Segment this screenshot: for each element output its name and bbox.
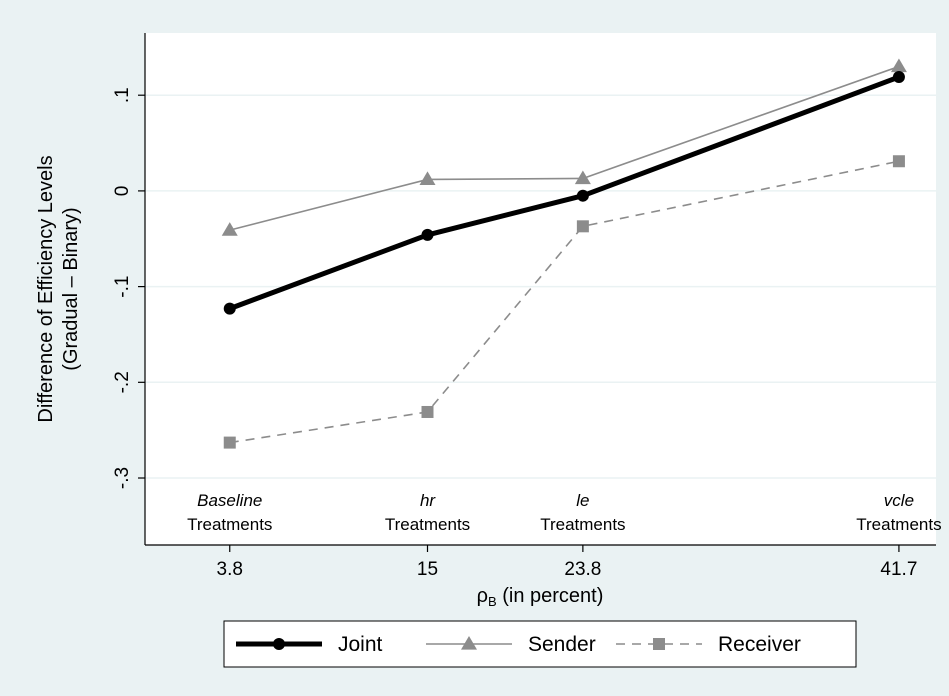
legend-label-receiver: Receiver	[718, 633, 801, 656]
annotation-treatments-label: Treatments	[385, 515, 470, 534]
annotation-treatment-name: vcle	[884, 491, 914, 510]
x-tick-label: 15	[417, 559, 438, 580]
annotation-treatment-name: Baseline	[197, 491, 262, 510]
point-receiver	[223, 436, 236, 449]
series-lines	[221, 58, 907, 449]
x-tick-label: 23.8	[564, 559, 601, 580]
series-line-sender	[229, 65, 900, 231]
legend-marker-joint	[273, 638, 285, 650]
legend-label-joint: Joint	[338, 633, 383, 656]
axes: -.3 -.2 -.1 0 .1 3.8 15 23.8 41.7	[112, 33, 936, 580]
annotation-treatments-label: Treatments	[856, 515, 941, 534]
y-tick-label: .1	[112, 87, 133, 103]
series-line-joint	[228, 74, 900, 311]
x-tick-label: 3.8	[217, 559, 243, 580]
x-tick-label: 41.7	[880, 559, 917, 580]
y-axis-title-line2: (Gradual – Binary)	[60, 207, 82, 370]
point-receiver	[892, 155, 905, 168]
legend-label-sender: Sender	[528, 633, 596, 656]
y-tick-label: 0	[112, 186, 133, 197]
point-sender	[574, 170, 591, 185]
annotation-treatments-label: Treatments	[540, 515, 625, 534]
y-tick-label: -.2	[112, 371, 133, 393]
x-axis-title-rho: ρ	[477, 585, 488, 607]
point-receiver	[421, 405, 434, 418]
legend-box	[223, 620, 857, 668]
point-sender	[221, 222, 238, 236]
legend-marker-sender	[461, 636, 477, 650]
point-joint	[892, 71, 905, 84]
point-joint	[576, 189, 589, 202]
y-tick-label: -.3	[112, 467, 133, 489]
point-sender	[890, 58, 907, 73]
point-sender	[419, 171, 436, 186]
legend: Joint Sender Receiver	[223, 620, 857, 668]
annotation-treatments-label: Treatments	[187, 515, 272, 534]
point-joint	[223, 302, 236, 315]
x-axis-title-rest: (in percent)	[497, 585, 604, 607]
x-axis-title: ρB (in percent)	[477, 585, 604, 609]
point-receiver	[576, 220, 589, 233]
point-joint	[421, 228, 434, 241]
annotation-treatment-name: le	[576, 491, 589, 510]
treatment-annotations: Baseline Treatments hr Treatments le Treatmen…	[187, 491, 942, 534]
x-axis-title-subscript: B	[488, 594, 497, 609]
grid-lines	[145, 94, 936, 479]
annotation-treatment-name: hr	[420, 491, 436, 510]
y-axis-title-line1: Difference of Efficiency Levels	[35, 155, 57, 422]
y-tick-label: -.1	[112, 276, 133, 298]
series-line-receiver	[229, 160, 900, 444]
legend-marker-receiver	[653, 638, 665, 650]
